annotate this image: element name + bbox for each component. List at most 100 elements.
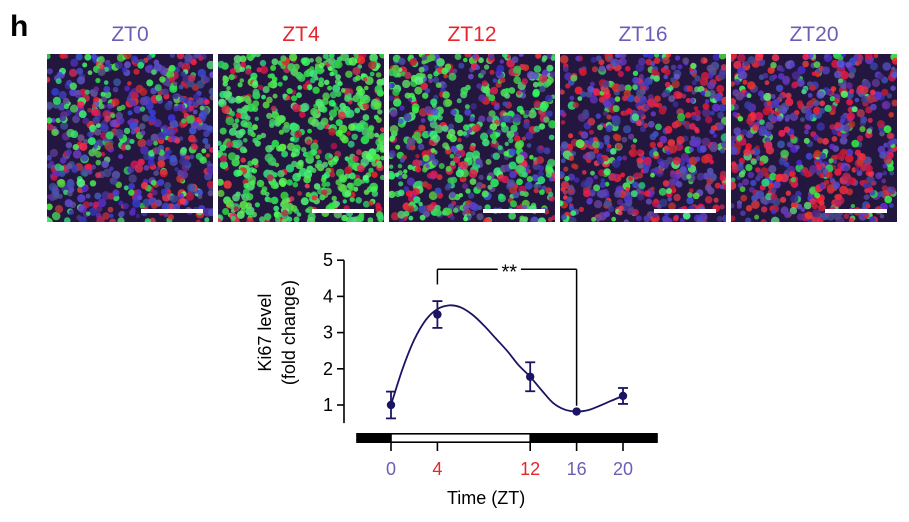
nucleus [425, 163, 430, 169]
nucleus [189, 154, 195, 160]
nucleus [819, 107, 826, 114]
nucleus [515, 164, 524, 174]
nucleus [320, 177, 327, 183]
data-point [386, 400, 396, 410]
nucleus [291, 95, 298, 102]
nucleus [75, 54, 83, 61]
nucleus [97, 67, 106, 76]
nucleus [87, 137, 96, 146]
nucleus [573, 177, 580, 183]
nucleus [797, 66, 806, 75]
nucleus [757, 90, 765, 97]
nucleus [513, 135, 521, 142]
nucleus [867, 183, 873, 188]
nucleus [591, 216, 597, 222]
nucleus [537, 170, 544, 177]
nucleus [64, 199, 73, 208]
nucleus [129, 99, 137, 107]
nucleus [173, 105, 179, 112]
nucleus [357, 56, 366, 65]
nucleus [745, 204, 753, 212]
nucleus [677, 64, 683, 70]
dark-phase-bar [530, 433, 658, 443]
nucleus [218, 189, 225, 197]
nucleus [187, 183, 196, 192]
nucleus [251, 158, 259, 166]
scale-bar [654, 209, 716, 213]
nucleus [468, 73, 474, 80]
nucleus [362, 114, 370, 121]
nucleus [742, 79, 748, 85]
nucleus [460, 86, 469, 95]
nucleus [699, 145, 707, 153]
nucleus [79, 216, 87, 222]
nucleus [516, 90, 522, 95]
nucleus [639, 96, 648, 105]
nucleus [465, 188, 471, 194]
nucleus [840, 90, 848, 98]
nucleus [636, 89, 645, 98]
nucleus [883, 125, 892, 134]
nucleus [533, 65, 542, 73]
nucleus [508, 161, 517, 170]
nucleus [427, 204, 434, 212]
nucleus [418, 201, 423, 207]
nucleus [306, 216, 316, 222]
nucleus [457, 137, 462, 143]
nucleus [352, 66, 361, 76]
nucleus [610, 148, 617, 155]
nucleus [134, 164, 144, 173]
nucleus [804, 129, 809, 135]
nucleus [719, 174, 726, 182]
nucleus [508, 185, 518, 195]
nucleus [240, 193, 246, 199]
nucleus [344, 95, 351, 102]
dark-phase-bar [356, 433, 391, 443]
nucleus [668, 144, 678, 154]
nucleus [861, 95, 869, 103]
nucleus [102, 212, 110, 220]
nucleus [413, 196, 421, 204]
nucleus [312, 86, 320, 94]
nucleus [770, 193, 778, 201]
nucleus [342, 199, 347, 204]
nucleus [123, 127, 131, 135]
nucleus [720, 140, 726, 149]
nucleus [176, 54, 185, 60]
nucleus [180, 71, 186, 77]
nucleus [339, 102, 346, 110]
nucleus [219, 127, 227, 135]
nucleus [152, 189, 158, 196]
nucleus [535, 54, 542, 59]
nucleus [468, 169, 478, 179]
nucleus [186, 79, 195, 88]
nucleus [572, 164, 579, 170]
nucleus [47, 101, 54, 110]
nucleus [177, 103, 186, 112]
nucleus [850, 203, 856, 209]
nucleus [666, 188, 672, 194]
nucleus [128, 183, 135, 190]
nucleus [153, 170, 159, 176]
nucleus [246, 217, 254, 222]
nucleus [209, 147, 213, 153]
nucleus [403, 113, 412, 122]
nucleus [379, 174, 384, 181]
significance-label: ** [502, 261, 518, 283]
nucleus [632, 76, 640, 84]
y-axis-label: Ki67 level [255, 294, 275, 372]
nucleus [311, 167, 317, 173]
nucleus [407, 164, 413, 170]
nucleus [651, 211, 659, 218]
nucleus [745, 217, 752, 222]
nucleus [672, 101, 679, 108]
nucleus [653, 102, 659, 108]
nucleus [322, 54, 329, 60]
nucleus [348, 182, 355, 189]
nucleus [657, 141, 663, 148]
nucleus [69, 104, 79, 113]
nucleus [406, 137, 416, 146]
nucleus [377, 109, 383, 115]
micrograph-zt4 [218, 54, 384, 222]
nucleus [448, 123, 455, 130]
